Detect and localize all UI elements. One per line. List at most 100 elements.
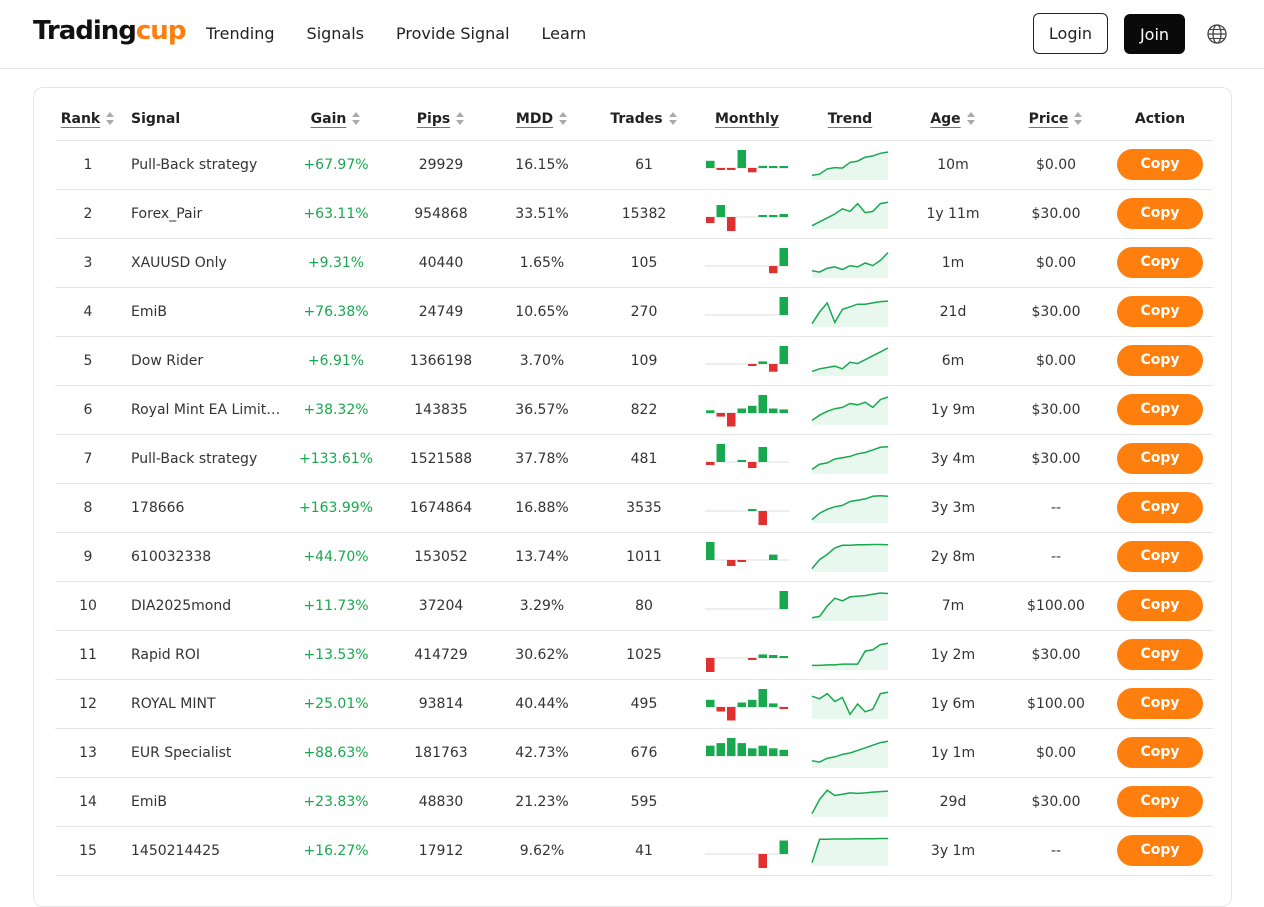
sort-icon[interactable]	[559, 112, 568, 126]
price-cell: --	[1005, 532, 1107, 582]
table-row[interactable]: 5 Dow Rider +6.91% 1366198 3.70% 109 6m $0.00 Co…	[55, 336, 1213, 386]
monthly-sparkline	[695, 630, 799, 680]
signal-name[interactable]: Pull-Back strategy	[121, 434, 281, 484]
col-mdd[interactable]: MDD	[491, 98, 593, 141]
gain-cell: +44.70%	[281, 532, 391, 582]
signal-name[interactable]: EUR Specialist	[121, 728, 281, 778]
globe-icon[interactable]	[1206, 23, 1228, 45]
copy-button[interactable]: Copy	[1117, 639, 1203, 670]
brand-logo[interactable]: Tradingcup	[33, 16, 186, 46]
signal-name[interactable]: EmiB	[121, 287, 281, 337]
copy-button[interactable]: Copy	[1117, 492, 1203, 523]
sort-icon[interactable]	[456, 112, 465, 126]
trend-line	[811, 740, 889, 763]
copy-button[interactable]: Copy	[1117, 786, 1203, 817]
signal-name[interactable]: Forex_Pair	[121, 189, 281, 239]
monthly-bar	[769, 554, 778, 560]
monthly-bar	[737, 559, 746, 562]
sort-icon[interactable]	[1074, 112, 1083, 126]
table-row[interactable]: 10 DIA2025mond +11.73% 37204 3.29% 80 7m $100.0…	[55, 581, 1213, 631]
table-row[interactable]: 9 610032338 +44.70% 153052 13.74% 1011 2y 8m --…	[55, 532, 1213, 582]
login-button[interactable]: Login	[1033, 13, 1108, 54]
monthly-sparkline	[695, 140, 799, 190]
signal-name[interactable]: 178666	[121, 483, 281, 533]
monthly-sparkline	[695, 581, 799, 631]
nav-learn[interactable]: Learn	[541, 24, 587, 43]
signal-name[interactable]: Pull-Back strategy	[121, 140, 281, 190]
table-row[interactable]: 13 EUR Specialist +88.63% 181763 42.73% 676 1y…	[55, 728, 1213, 778]
table-row[interactable]: 4 EmiB +76.38% 24749 10.65% 270 21d $30.00 Copy	[55, 287, 1213, 337]
col-age[interactable]: Age	[901, 98, 1005, 141]
table-row[interactable]: 14 EmiB +23.83% 48830 21.23% 595 29d $30.00 Copy	[55, 777, 1213, 827]
trend-line	[811, 251, 889, 273]
nav-signals[interactable]: Signals	[306, 24, 365, 43]
rank-cell: 3	[55, 238, 121, 288]
monthly-bar	[779, 408, 788, 413]
age-cell: 6m	[901, 336, 1005, 386]
sort-icon[interactable]	[966, 112, 976, 126]
sort-icon[interactable]	[352, 112, 361, 126]
nav-provide-signal[interactable]: Provide Signal	[396, 24, 510, 43]
copy-button[interactable]: Copy	[1117, 688, 1203, 719]
gain-cell: +13.53%	[281, 630, 391, 680]
table-row[interactable]: 8 178666 +163.99% 1674864 16.88% 3535 3y 3m -- C…	[55, 483, 1213, 533]
table-row[interactable]: 15 1450214425 +16.27% 17912 9.62% 41 3y 1m -- Co…	[55, 826, 1213, 876]
mdd-cell: 13.74%	[491, 532, 593, 582]
col-trades[interactable]: Trades	[593, 98, 695, 141]
signal-name[interactable]: Dow Rider	[121, 336, 281, 386]
monthly-bar	[769, 165, 778, 168]
signal-name[interactable]: XAUUSD Only	[121, 238, 281, 288]
table-row[interactable]: 12 ROYAL MINT +25.01% 93814 40.44% 495 1y 6m $1…	[55, 679, 1213, 729]
copy-button[interactable]: Copy	[1117, 247, 1203, 278]
monthly-chart	[705, 541, 789, 566]
mdd-cell: 33.51%	[491, 189, 593, 239]
copy-button[interactable]: Copy	[1117, 443, 1203, 474]
col-rank[interactable]: Rank	[55, 98, 121, 141]
copy-button[interactable]: Copy	[1117, 345, 1203, 376]
copy-button[interactable]: Copy	[1117, 296, 1203, 327]
action-cell: Copy	[1107, 728, 1213, 778]
monthly-bar	[769, 408, 778, 413]
gain-cell: +133.61%	[281, 434, 391, 484]
signal-name[interactable]: 1450214425	[121, 826, 281, 876]
col-gain[interactable]: Gain	[281, 98, 391, 141]
sort-icon[interactable]	[106, 112, 115, 126]
table-header-row: Rank Signal Gain Pips MDD Trades Monthly…	[55, 98, 1213, 141]
join-button[interactable]: Join	[1124, 14, 1185, 54]
sort-icon[interactable]	[668, 112, 678, 126]
table-row[interactable]: 7 Pull-Back strategy +133.61% 1521588 37.78%…	[55, 434, 1213, 484]
rank-cell: 9	[55, 532, 121, 582]
col-price[interactable]: Price	[1005, 98, 1107, 141]
signal-name[interactable]: EmiB	[121, 777, 281, 827]
pips-cell: 40440	[391, 238, 491, 288]
signal-name[interactable]: Rapid ROI	[121, 630, 281, 680]
copy-button[interactable]: Copy	[1117, 590, 1203, 621]
trend-sparkline	[799, 679, 901, 729]
action-cell: Copy	[1107, 385, 1213, 435]
monthly-sparkline	[695, 679, 799, 729]
signal-name[interactable]: DIA2025mond	[121, 581, 281, 631]
copy-button[interactable]: Copy	[1117, 198, 1203, 229]
trend-line	[811, 788, 889, 814]
trend-sparkline	[799, 777, 901, 827]
table-row[interactable]: 2 Forex_Pair +63.11% 954868 33.51% 15382 1y 11…	[55, 189, 1213, 239]
table-row[interactable]: 3 XAUUSD Only +9.31% 40440 1.65% 105 1m $0.00 Co…	[55, 238, 1213, 288]
copy-button[interactable]: Copy	[1117, 737, 1203, 768]
signal-name[interactable]: Royal Mint EA Limitless	[121, 385, 281, 435]
copy-button[interactable]: Copy	[1117, 835, 1203, 866]
signal-name[interactable]: ROYAL MINT	[121, 679, 281, 729]
table-row[interactable]: 11 Rapid ROI +13.53% 414729 30.62% 1025 1y 2m $…	[55, 630, 1213, 680]
table-row[interactable]: 6 Royal Mint EA Limitless +38.32% 143835 36.…	[55, 385, 1213, 435]
copy-button[interactable]: Copy	[1117, 149, 1203, 180]
col-pips[interactable]: Pips	[391, 98, 491, 141]
rank-cell: 6	[55, 385, 121, 435]
signal-name[interactable]: 610032338	[121, 532, 281, 582]
nav-trending[interactable]: Trending	[206, 24, 275, 43]
mdd-cell: 16.88%	[491, 483, 593, 533]
copy-button[interactable]: Copy	[1117, 394, 1203, 425]
signals-table: Rank Signal Gain Pips MDD Trades Monthly…	[55, 98, 1213, 876]
table-row[interactable]: 1 Pull-Back strategy +67.97% 29929 16.15% 61 1…	[55, 140, 1213, 190]
trend-chart	[811, 691, 889, 719]
copy-button[interactable]: Copy	[1117, 541, 1203, 572]
price-cell: $30.00	[1005, 777, 1107, 827]
